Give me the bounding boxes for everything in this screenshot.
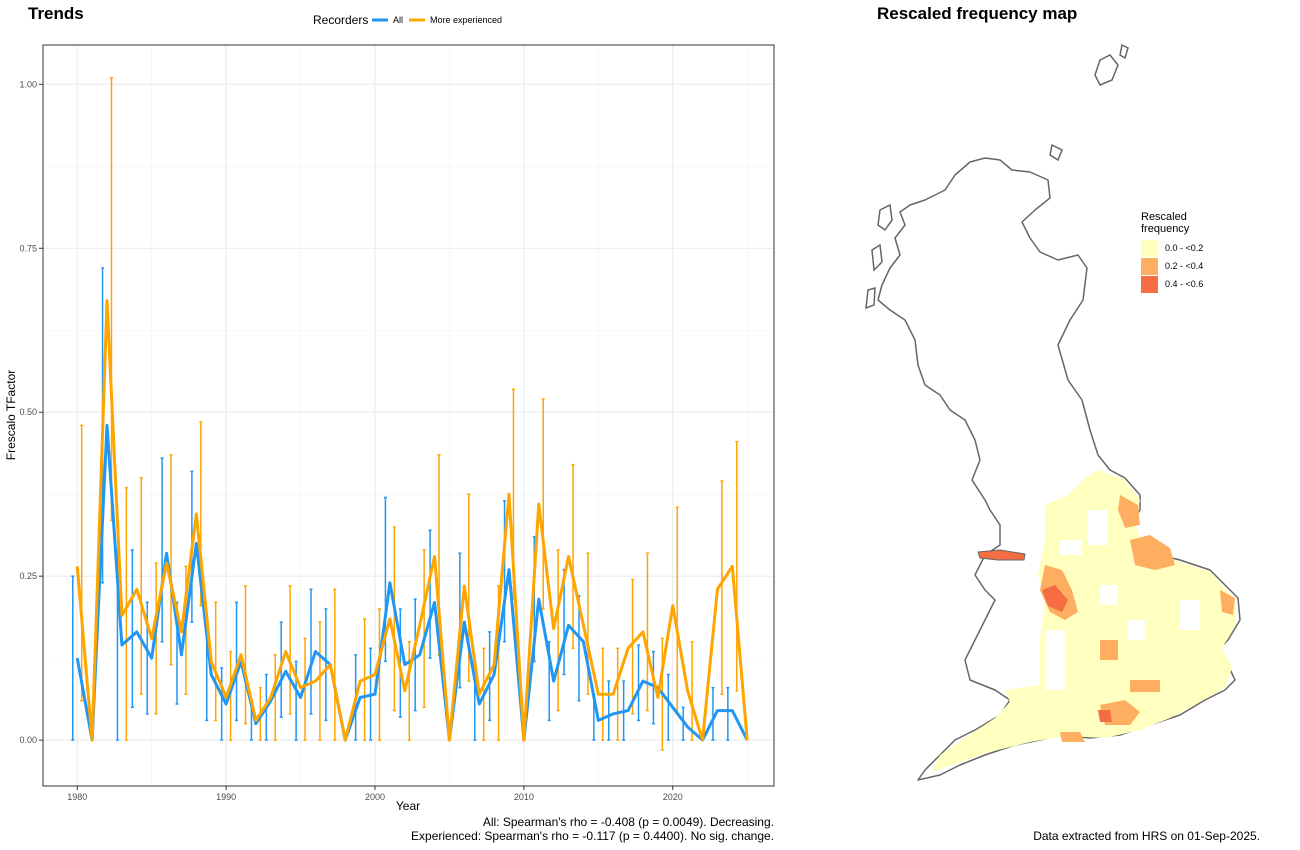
- y-tick-label: 0.25: [19, 571, 37, 581]
- legend-label-experienced: More experienced: [430, 15, 502, 25]
- x-axis-title: Year: [396, 799, 420, 813]
- map-legend-title-line2: frequency: [1141, 223, 1190, 235]
- y-tick-label: 1.00: [19, 79, 37, 89]
- map-legend-swatch-mid: [1141, 257, 1158, 275]
- western-isles: [865, 203, 893, 310]
- map-title: Rescaled frequency map: [877, 4, 1078, 23]
- legend-label-all: All: [393, 15, 403, 25]
- recorders-legend: Recorders All More experienced: [313, 13, 502, 27]
- x-tick-label: 2000: [365, 792, 385, 802]
- plot-panel-border: [42, 44, 775, 787]
- trends-title: Trends: [28, 4, 84, 23]
- map-legend-title-line1: Rescaled: [1141, 211, 1187, 223]
- freq-zone-mid: [1040, 495, 1235, 742]
- freq-zone-high: [1042, 585, 1112, 722]
- map-legend-label: 0.4 - <0.6: [1165, 279, 1204, 289]
- map-legend-label: 0.0 - <0.2: [1165, 243, 1204, 253]
- freq-zone-low: [932, 470, 1236, 772]
- freq-white-gap-1: [1045, 510, 1200, 690]
- axis-ticks: 1980 1990 2000 2010 2020 0.00 0.25 0.50 0.75 1.00: [19, 79, 682, 802]
- grid-lines: [43, 45, 774, 786]
- stat-experienced: Experienced: Spearman's rho = -0.117 (p …: [411, 829, 774, 843]
- x-tick-label: 2020: [663, 792, 683, 802]
- map-legend-swatch-high: [1141, 275, 1158, 293]
- map-legend-label: 0.2 - <0.4: [1165, 261, 1204, 271]
- anglesey-high: [977, 549, 1026, 561]
- y-tick-label: 0.75: [19, 243, 37, 253]
- x-tick-label: 1980: [67, 792, 87, 802]
- data-extraction-note: Data extracted from HRS on 01-Sep-2025.: [1033, 829, 1260, 843]
- stat-all: All: Spearman's rho = -0.408 (p = 0.0049…: [482, 815, 774, 829]
- map-legend: Rescaled frequency 0.0 - <0.2 0.2 - <0.4…: [1141, 211, 1203, 293]
- y-axis-title: Frescalo TFactor: [4, 370, 18, 460]
- map-legend-item: 0.4 - <0.6: [1141, 275, 1203, 293]
- x-tick-label: 2010: [514, 792, 534, 802]
- northern-islands: [1049, 43, 1129, 162]
- gb-map: [865, 43, 1241, 781]
- error-bars: [71, 77, 739, 751]
- series-line-experienced: [75, 299, 749, 742]
- y-tick-label: 0.00: [19, 735, 37, 745]
- map-legend-swatch-low: [1141, 239, 1158, 257]
- y-tick-label: 0.50: [19, 407, 37, 417]
- series-lines: [75, 299, 749, 742]
- map-legend-item: 0.2 - <0.4: [1141, 257, 1203, 275]
- legend-title: Recorders: [313, 13, 368, 27]
- map-legend-item: 0.0 - <0.2: [1141, 239, 1203, 257]
- x-tick-label: 1990: [216, 792, 236, 802]
